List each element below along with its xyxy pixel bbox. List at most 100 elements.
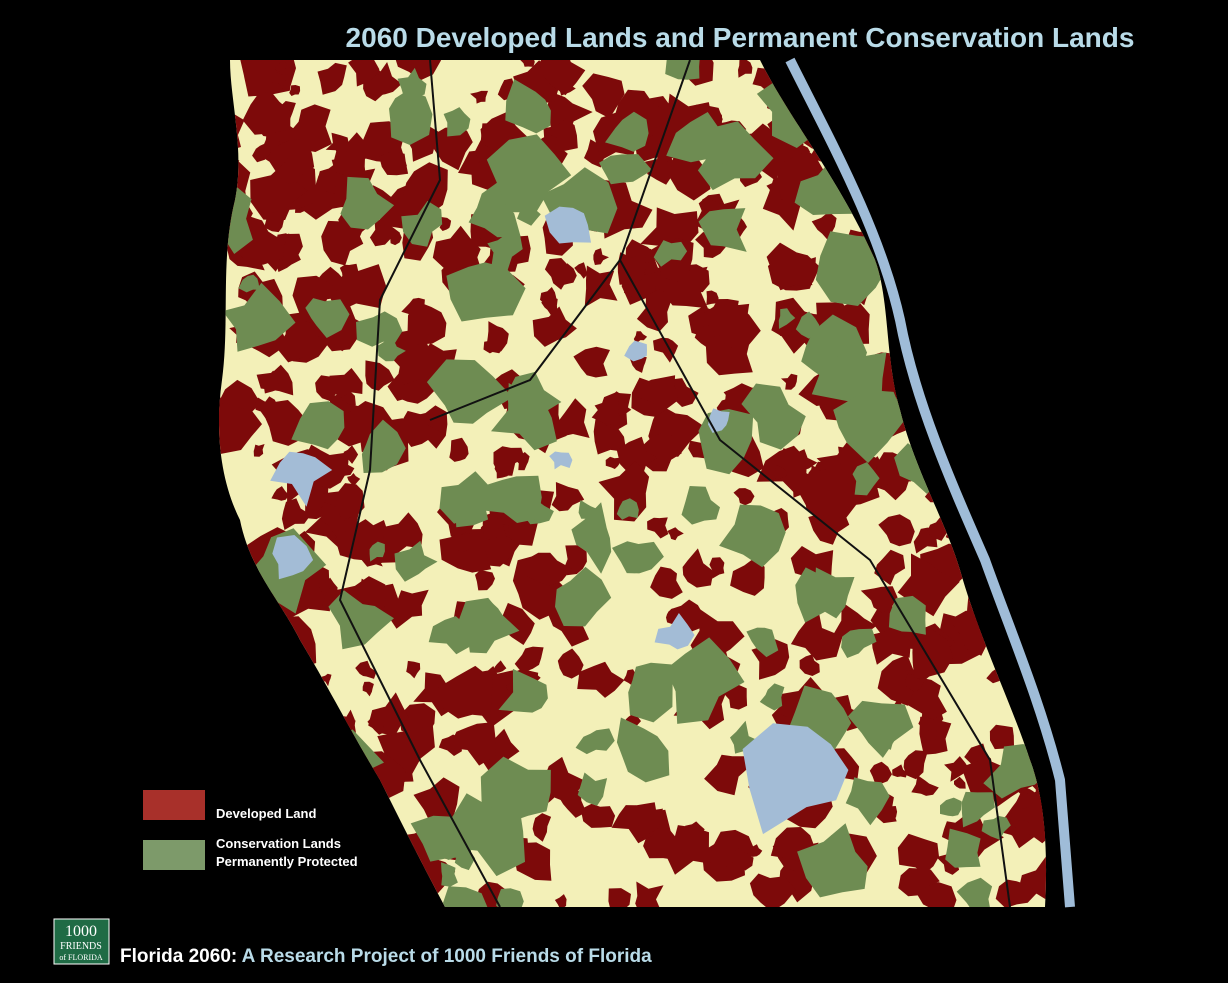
conservation-area xyxy=(665,60,701,80)
developed-area xyxy=(450,532,470,553)
road xyxy=(429,60,691,421)
developed-area xyxy=(475,570,495,591)
developed-area xyxy=(348,60,380,87)
developed-area xyxy=(574,262,588,279)
developed-area xyxy=(877,654,921,706)
developed-area xyxy=(333,132,369,175)
logo-box xyxy=(53,918,110,965)
developed-area xyxy=(706,290,719,306)
developed-area xyxy=(617,401,632,416)
developed-area xyxy=(317,62,347,95)
conservation-area xyxy=(428,616,473,655)
developed-area xyxy=(289,85,301,96)
conservation-area xyxy=(605,111,649,152)
developed-area xyxy=(493,446,525,476)
developed-area xyxy=(252,143,271,163)
legend-label: Developed Land xyxy=(216,806,316,821)
developed-area xyxy=(379,152,409,176)
developed-area xyxy=(774,464,788,481)
conservation-area xyxy=(305,298,350,338)
developed-area xyxy=(580,803,616,828)
developed-area xyxy=(551,482,585,512)
conservation-area xyxy=(879,723,898,750)
developed-area xyxy=(666,825,711,875)
conservation-area xyxy=(577,772,608,806)
conservation-area xyxy=(616,717,670,783)
conservation-area xyxy=(498,668,548,713)
developed-area xyxy=(749,873,796,907)
conservation-area xyxy=(815,231,888,306)
developed-area xyxy=(399,410,442,447)
developed-area xyxy=(892,764,908,778)
road xyxy=(619,259,1011,907)
developed-area xyxy=(799,654,820,676)
developed-area xyxy=(669,148,711,201)
developed-area xyxy=(407,300,447,345)
developed-area xyxy=(362,681,374,697)
developed-area xyxy=(255,397,271,418)
developed-area xyxy=(276,139,315,175)
developed-area xyxy=(544,258,569,290)
developed-area xyxy=(637,375,676,409)
conservation-area xyxy=(444,793,525,877)
conservation-area xyxy=(575,728,615,755)
conservation-area xyxy=(478,475,542,523)
developed-area xyxy=(637,805,663,840)
developed-area xyxy=(871,628,911,665)
developed-area xyxy=(573,346,610,378)
conservation-area xyxy=(458,597,520,654)
developed-area xyxy=(565,545,587,576)
developed-area xyxy=(253,444,265,457)
conservation-area xyxy=(961,791,995,828)
developed-area xyxy=(954,776,966,789)
conservation-area xyxy=(841,628,877,658)
developed-area xyxy=(582,73,625,119)
developed-area xyxy=(385,328,442,385)
developed-area xyxy=(667,527,684,541)
footer-rest: A Research Project of 1000 Friends of Fl… xyxy=(242,946,652,967)
conservation-area xyxy=(956,877,993,907)
developed-area xyxy=(242,92,291,135)
conservation-area xyxy=(505,79,551,134)
developed-area xyxy=(647,517,669,539)
developed-area xyxy=(539,60,586,96)
developed-area xyxy=(264,211,285,233)
lake xyxy=(272,535,314,580)
conservation-area xyxy=(426,359,513,424)
conservation-area xyxy=(496,888,524,907)
conservation-area xyxy=(833,389,905,463)
conservation-area xyxy=(446,262,526,322)
lake xyxy=(624,340,647,362)
developed-area xyxy=(492,660,507,673)
footer-lead: Florida 2060: xyxy=(120,946,237,967)
footer: Florida 2060: A Research Project of 1000… xyxy=(120,946,652,967)
developed-area xyxy=(480,728,520,771)
conservation-area xyxy=(814,567,855,619)
developed-area xyxy=(924,729,938,742)
conservation-area xyxy=(441,862,458,887)
conservation-area xyxy=(612,541,664,574)
conservation-area xyxy=(443,107,471,137)
developed-area xyxy=(616,436,658,479)
developed-area xyxy=(325,132,349,158)
developed-area xyxy=(709,557,725,579)
developed-area xyxy=(329,368,363,399)
conservation-area xyxy=(389,89,433,145)
developed-area xyxy=(682,548,714,588)
developed-area xyxy=(617,252,646,285)
developed-area xyxy=(406,660,421,679)
developed-area xyxy=(577,661,625,698)
conservation-area xyxy=(681,486,720,525)
developed-area xyxy=(532,306,577,347)
conservation-area xyxy=(653,240,688,267)
developed-area xyxy=(320,673,332,687)
conservation-area xyxy=(340,176,395,230)
title: 2060 Developed Lands and Permanent Conse… xyxy=(346,22,1135,53)
developed-area xyxy=(335,483,365,520)
developed-area xyxy=(367,716,386,735)
developed-area xyxy=(432,225,481,270)
developed-area xyxy=(898,868,940,897)
conservation-area xyxy=(369,541,385,562)
developed-area xyxy=(704,754,747,796)
developed-area xyxy=(482,513,500,541)
